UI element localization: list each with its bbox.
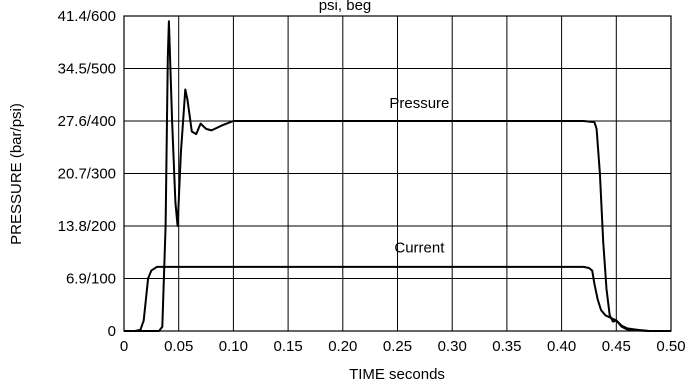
x-tick-label-4: 0.20: [328, 338, 357, 355]
y-tick-label-3: 20.7/300: [58, 166, 116, 183]
x-tick-label-1: 0.05: [164, 338, 193, 355]
x-tick-label-7: 0.35: [492, 338, 521, 355]
x-axis-ticks: 0 0.05 0.10 0.15 0.20 0.25 0.30 0.35 0.40 0.45 0.5…: [120, 338, 686, 355]
y-tick-label-2: 13.8/200: [58, 218, 116, 235]
x-tick-label-3: 0.15: [273, 338, 302, 355]
x-tick-label-0: 0: [120, 338, 128, 355]
pressure-series-label: Pressure: [389, 95, 449, 112]
grid: [123, 15, 672, 332]
x-tick-label-8: 0.40: [547, 338, 576, 355]
y-axis-ticks: 0 6.9/100 13.8/200 20.7/300 27.6/400 34.5/500…: [58, 8, 116, 340]
x-tick-label-5: 0.25: [383, 338, 412, 355]
y-tick-label-0: 0: [108, 323, 116, 340]
plot-frame: [123, 15, 672, 332]
pressure-series-line: [124, 20, 671, 332]
x-tick-label-6: 0.30: [438, 338, 467, 355]
current-series-label: Current: [394, 239, 445, 256]
y-tick-label-1: 6.9/100: [66, 271, 116, 288]
x-tick-label-10: 0.50: [656, 338, 685, 355]
y-tick-label-4: 27.6/400: [58, 113, 116, 130]
x-tick-label-9: 0.45: [602, 338, 631, 355]
x-axis-label: TIME seconds: [349, 366, 445, 383]
x-tick-label-2: 0.10: [219, 338, 248, 355]
current-series-line: [124, 265, 671, 332]
chart-title-fragment: psi, beg: [319, 0, 372, 14]
series-lines: [124, 20, 671, 332]
series-labels: Pressure Current: [389, 95, 449, 256]
y-axis-label: PRESSURE (bar/psi): [8, 103, 25, 245]
y-tick-label-6: 41.4/600: [58, 8, 116, 25]
y-tick-label-5: 34.5/500: [58, 61, 116, 78]
